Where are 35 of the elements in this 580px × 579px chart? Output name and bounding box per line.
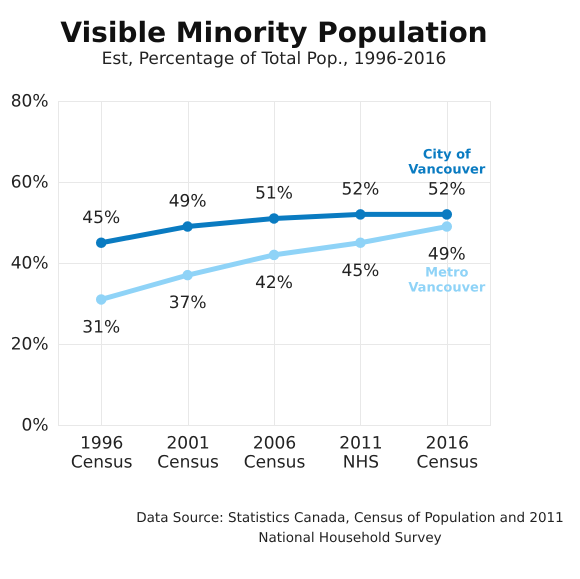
data-label: 42% <box>255 272 293 293</box>
x-tick-label: 2016 Census <box>416 434 478 472</box>
chart-title: Visible Minority Population <box>60 16 488 49</box>
x-tick-label: 2001 Census <box>157 434 220 472</box>
point <box>96 238 106 248</box>
point <box>268 213 280 224</box>
y-tick-label: 20% <box>10 334 48 354</box>
point <box>182 270 193 280</box>
point <box>182 221 193 232</box>
y-tick-label: 40% <box>10 254 48 274</box>
point <box>355 238 366 248</box>
data-label: 51% <box>255 183 293 204</box>
chart-subtitle: Est, Percentage of Total Pop., 1996-2016 <box>102 49 446 69</box>
point <box>442 209 452 220</box>
data-label: 45% <box>82 208 120 228</box>
point <box>268 250 280 260</box>
text: City of Vancouver <box>408 147 486 178</box>
x-tick-label: 1996 Census <box>70 434 133 472</box>
data-label: 45% <box>342 260 380 281</box>
data-label: 52% <box>428 179 466 200</box>
data-label: 52% <box>342 179 380 200</box>
data-label: 31% <box>82 317 120 338</box>
data-label: 49% <box>428 244 466 265</box>
point <box>442 221 452 232</box>
point <box>96 294 106 305</box>
y-tick-label: 60% <box>10 172 48 192</box>
y-tick-label: 80% <box>10 92 48 112</box>
y-tick-label: 0% <box>22 416 48 436</box>
x-tick-label: 2011 NHS <box>339 434 383 472</box>
data-label: 49% <box>168 192 206 212</box>
point <box>355 209 366 220</box>
x-tick-label: 2006 Census <box>244 434 306 472</box>
data-label: 37% <box>168 293 206 314</box>
text: Metro Vancouver <box>408 266 486 296</box>
source-note: Data Source: Statistics Canada, Census of Population and 2011 National Household Survey <box>135 509 565 548</box>
